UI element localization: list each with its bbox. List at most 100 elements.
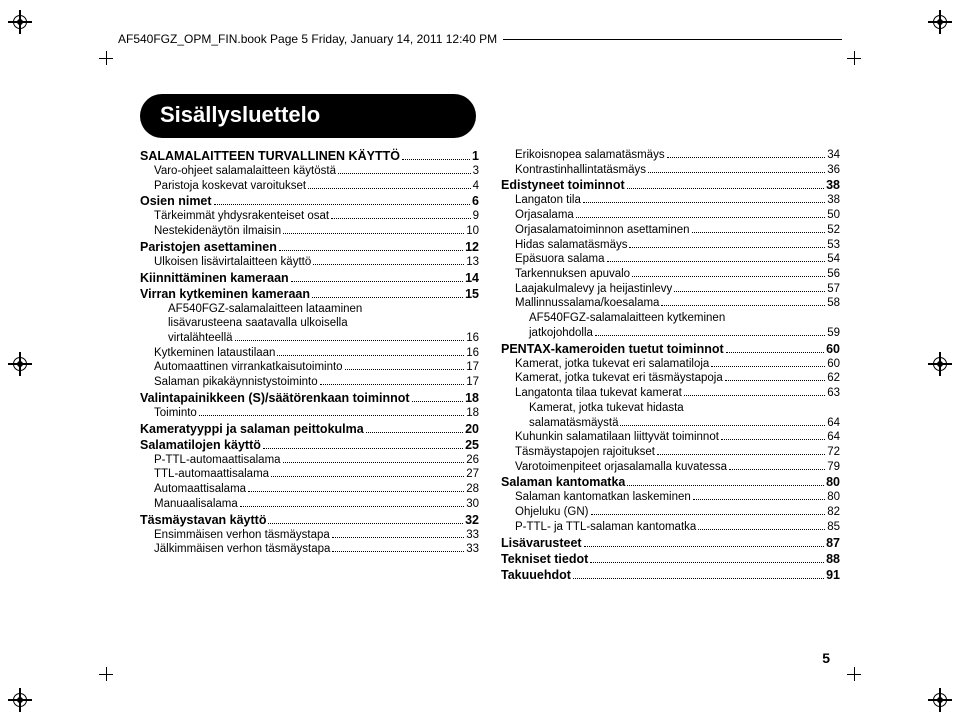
toc-page: 32 bbox=[465, 512, 479, 528]
toc-page: 1 bbox=[472, 148, 479, 164]
toc-entry: Manuaalisalama 30 bbox=[140, 497, 479, 512]
toc-label: Ulkoisen lisävirtalaitteen käyttö bbox=[154, 255, 311, 270]
page-number: 5 bbox=[822, 650, 830, 666]
toc-entry: Kamerat, jotka tukevat eri salamatiloja6… bbox=[501, 357, 840, 372]
toc-label: Hidas salamatäsmäys bbox=[515, 238, 627, 253]
toc-page: 64 bbox=[827, 430, 840, 445]
toc-entry: SALAMALAITTEEN TURVALLINEN KÄYTTÖ1 bbox=[140, 148, 479, 164]
toc-label: Varotoimenpiteet orjasalamalla kuvatessa bbox=[515, 460, 727, 475]
toc-page: 80 bbox=[826, 474, 840, 490]
toc-entry: Varo-ohjeet salamalaitteen käytöstä3 bbox=[140, 164, 479, 179]
toc-entry: Virran kytkeminen kameraan15 bbox=[140, 286, 479, 302]
toc-label: Kontrastinhallintatäsmäys bbox=[515, 163, 646, 178]
toc-page: 88 bbox=[826, 551, 840, 567]
toc-entry: Valintapainikkeen (S)/säätörenkaan toimi… bbox=[140, 390, 479, 406]
toc-label: TTL-automaattisalama bbox=[154, 467, 269, 482]
toc-entry: Kuhunkin salamatilaan liittyvät toiminno… bbox=[501, 430, 840, 445]
toc-page: 87 bbox=[826, 535, 840, 551]
toc-page: 30 bbox=[466, 497, 479, 512]
toc-entry: Kiinnittäminen kameraan14 bbox=[140, 270, 479, 286]
toc-label: Salaman kantomatkan laskeminen bbox=[515, 490, 691, 505]
toc-label: Salamatilojen käyttö bbox=[140, 437, 261, 453]
toc-label: Varo-ohjeet salamalaitteen käytöstä bbox=[154, 164, 336, 179]
toc-label: Ohjeluku (GN) bbox=[515, 505, 589, 520]
toc-label: Tekniset tiedot bbox=[501, 551, 588, 567]
toc-entry: Toiminto18 bbox=[140, 406, 479, 421]
toc-label: Edistyneet toiminnot bbox=[501, 177, 625, 193]
regmark-mr bbox=[928, 352, 952, 376]
toc-entry: Paristojen asettaminen 12 bbox=[140, 239, 479, 255]
toc-entry: Automaattinen virrankatkaisutoiminto17 bbox=[140, 360, 479, 375]
toc-entry: Kytkeminen lataustilaan16 bbox=[140, 346, 479, 361]
toc-page: 33 bbox=[466, 542, 479, 557]
toc-page: 16 bbox=[466, 346, 479, 361]
toc-page: 60 bbox=[826, 341, 840, 357]
toc-label: Kiinnittäminen kameraan bbox=[140, 270, 289, 286]
toc-entry: P-TTL-automaattisalama26 bbox=[140, 453, 479, 468]
toc-entry: Kameratyyppi ja salaman peittokulma20 bbox=[140, 421, 479, 437]
toc-page: 4 bbox=[473, 179, 479, 194]
toc-label: Paristoja koskevat varoitukset bbox=[154, 179, 306, 194]
toc-page: 18 bbox=[465, 390, 479, 406]
toc-label: Manuaalisalama bbox=[154, 497, 238, 512]
toc-entry: Kontrastinhallintatäsmäys 36 bbox=[501, 163, 840, 178]
toc-label: Valintapainikkeen (S)/säätörenkaan toimi… bbox=[140, 390, 410, 406]
toc-page: 56 bbox=[827, 267, 840, 282]
toc-label: Langatonta tilaa tukevat kamerat bbox=[515, 386, 682, 401]
page-title: Sisällysluettelo bbox=[140, 94, 476, 138]
toc-column-right: Erikoisnopea salamatäsmäys34Kontrastinha… bbox=[501, 148, 840, 583]
toc-page: 38 bbox=[826, 177, 840, 193]
toc-label: Täsmäystavan käyttö bbox=[140, 512, 266, 528]
toc-entry: Täsmäystavan käyttö 32 bbox=[140, 512, 479, 528]
toc-entry: Automaattisalama28 bbox=[140, 482, 479, 497]
print-header-text: AF540FGZ_OPM_FIN.book Page 5 Friday, Jan… bbox=[118, 32, 497, 46]
toc-entry: Ulkoisen lisävirtalaitteen käyttö13 bbox=[140, 255, 479, 270]
print-header: AF540FGZ_OPM_FIN.book Page 5 Friday, Jan… bbox=[118, 32, 842, 46]
toc-label: Laajakulmalevy ja heijastinlevy bbox=[515, 282, 672, 297]
toc-label: Automaattisalama bbox=[154, 482, 246, 497]
toc-page: 53 bbox=[827, 238, 840, 253]
toc-entry: Edistyneet toiminnot 38 bbox=[501, 177, 840, 193]
toc-entry: Lisävarusteet87 bbox=[501, 535, 840, 551]
toc-entry: AF540FGZ-salamalaitteen kytkeminenjatkoj… bbox=[501, 311, 840, 340]
toc-entry: Orjasalama50 bbox=[501, 208, 840, 223]
toc-page: 36 bbox=[827, 163, 840, 178]
toc-entry: Kamerat, jotka tukevat eri täsmäystapoja… bbox=[501, 371, 840, 386]
toc-page: 50 bbox=[827, 208, 840, 223]
toc-label: Salaman pikakäynnistystoiminto bbox=[154, 375, 318, 390]
toc-entry: Tekniset tiedot 88 bbox=[501, 551, 840, 567]
toc-columns: SALAMALAITTEEN TURVALLINEN KÄYTTÖ1Varo-o… bbox=[140, 148, 840, 583]
toc-entry: Hidas salamatäsmäys 53 bbox=[501, 238, 840, 253]
toc-page: 12 bbox=[465, 239, 479, 255]
toc-page: 25 bbox=[465, 437, 479, 453]
toc-label: Kamerat, jotka tukevat eri täsmäystapoja bbox=[515, 371, 723, 386]
toc-page: 6 bbox=[472, 193, 479, 209]
toc-page: 62 bbox=[827, 371, 840, 386]
toc-entry: Orjasalamatoiminnon asettaminen52 bbox=[501, 223, 840, 238]
toc-label: Paristojen asettaminen bbox=[140, 239, 277, 255]
toc-label: Mallinnussalama/koesalama bbox=[515, 296, 659, 311]
toc-entry: TTL-automaattisalama27 bbox=[140, 467, 479, 482]
regmark-ml bbox=[8, 352, 32, 376]
regmark-bl bbox=[8, 688, 32, 712]
content: Sisällysluettelo SALAMALAITTEEN TURVALLI… bbox=[140, 94, 840, 650]
toc-label: Nestekidenäytön ilmaisin bbox=[154, 224, 281, 239]
toc-entry: Täsmäystapojen rajoitukset72 bbox=[501, 445, 840, 460]
toc-page: 20 bbox=[465, 421, 479, 437]
toc-label: Langaton tila bbox=[515, 193, 581, 208]
toc-page: 38 bbox=[827, 193, 840, 208]
toc-entry: Salaman kantomatka80 bbox=[501, 474, 840, 490]
toc-entry: Ohjeluku (GN)82 bbox=[501, 505, 840, 520]
toc-label: Takuuehdot bbox=[501, 567, 571, 583]
toc-label: Kamerat, jotka tukevat eri salamatiloja bbox=[515, 357, 709, 372]
toc-entry: P-TTL- ja TTL-salaman kantomatka85 bbox=[501, 520, 840, 535]
toc-label: Epäsuora salama bbox=[515, 252, 605, 267]
toc-page: 15 bbox=[465, 286, 479, 302]
toc-page: 52 bbox=[827, 223, 840, 238]
toc-entry: PENTAX-kameroiden tuetut toiminnot60 bbox=[501, 341, 840, 357]
toc-entry: Nestekidenäytön ilmaisin10 bbox=[140, 224, 479, 239]
toc-label: Jälkimmäisen verhon täsmäystapa bbox=[154, 542, 330, 557]
toc-entry: Kamerat, jotka tukevat hidastasalamatäsm… bbox=[501, 401, 840, 430]
toc-entry: Paristoja koskevat varoitukset 4 bbox=[140, 179, 479, 194]
toc-page: 85 bbox=[827, 520, 840, 535]
